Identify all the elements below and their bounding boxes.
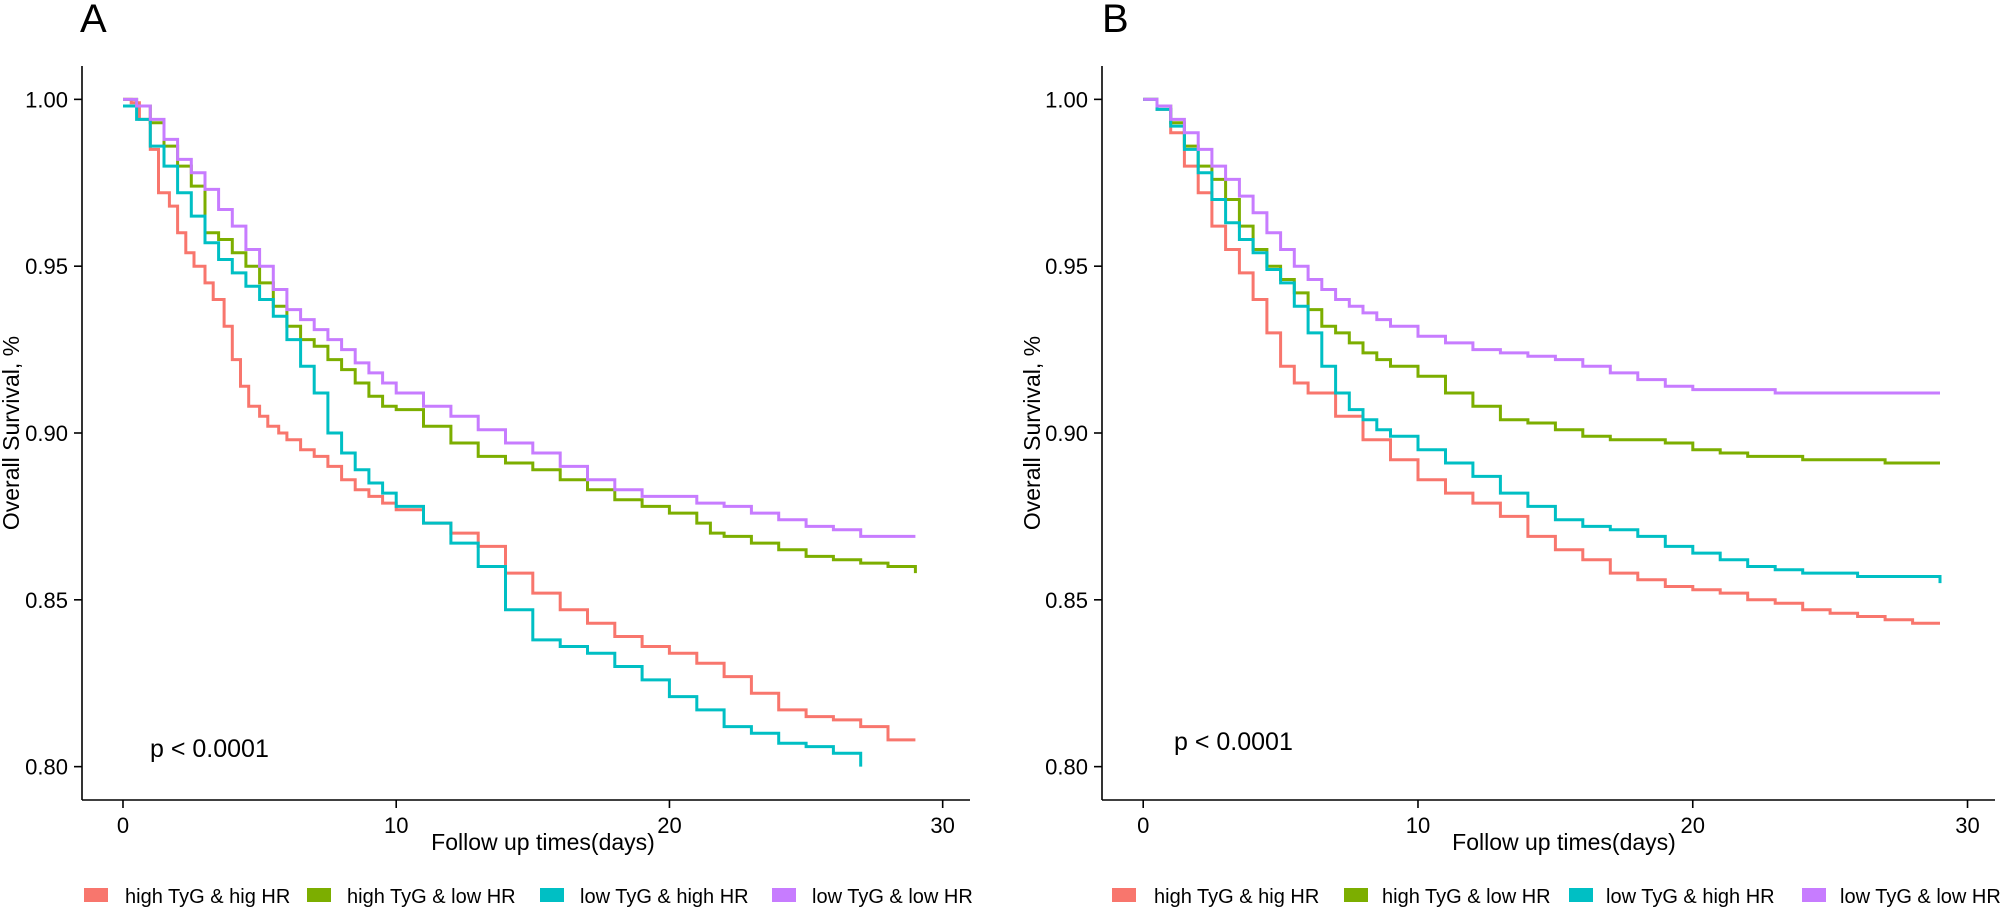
legend-swatch-low-tyg-low-hr (772, 888, 796, 902)
panel-b-x-title: Follow up times(days) (1452, 829, 1676, 855)
legend-swatch-high-tyg-high-hr (84, 888, 108, 902)
panel-b-y-title: Overall Survival, % (1019, 336, 1045, 530)
legend-swatch-high-tyg-low-hr (307, 888, 331, 902)
y-tick-label: 0.90 (25, 421, 68, 446)
y-tick-label: 0.85 (1045, 588, 1088, 613)
panel-b-legend: high TyG & hig HR high TyG & low HR low … (1112, 886, 2001, 908)
panel-a-y-title: Overall Survival, % (0, 336, 24, 530)
legend-label-high-tyg-low-hr: high TyG & low HR (1382, 886, 1551, 908)
series-line-low-tyg-high-hr (123, 104, 863, 767)
panel-b-p-value: p < 0.0001 (1174, 728, 1293, 756)
x-tick-label: 0 (117, 813, 129, 838)
panel-a-x-title: Follow up times(days) (431, 829, 655, 855)
legend-swatch-low-tyg-low-hr (1802, 888, 1826, 902)
x-tick-label: 30 (930, 813, 954, 838)
legend-label-low-tyg-high-hr: low TyG & high HR (1606, 886, 1775, 908)
legend-label-low-tyg-low-hr: low TyG & low HR (812, 886, 973, 908)
legend-swatch-high-tyg-high-hr (1112, 888, 1136, 902)
panel-a-p-value: p < 0.0001 (150, 735, 269, 763)
y-tick-label: 0.95 (1045, 254, 1088, 279)
series-line-low-tyg-high-hr (1143, 97, 1942, 584)
panel-a-legend: high TyG & hig HR high TyG & low HR low … (84, 886, 973, 908)
panel-b-ticks: 1.00 0.95 0.90 0.85 0.80 0 10 20 30 (1045, 87, 1980, 838)
legend-label-high-tyg-low-hr: high TyG & low HR (347, 886, 516, 908)
x-tick-label: 20 (1681, 813, 1705, 838)
x-tick-label: 10 (384, 813, 408, 838)
panel-a-curves (123, 97, 917, 767)
y-tick-label: 0.95 (25, 254, 68, 279)
series-line-low-tyg-low-hr (123, 97, 916, 538)
legend-label-low-tyg-high-hr: low TyG & high HR (580, 886, 749, 908)
panel-a-ticks: 1.00 0.95 0.90 0.85 0.80 0 10 20 30 (25, 87, 955, 838)
x-tick-label: 20 (657, 813, 681, 838)
legend-swatch-high-tyg-low-hr (1344, 888, 1368, 902)
series-line-high-tyg-low-hr (123, 97, 917, 574)
legend-label-high-tyg-high-hr: high TyG & hig HR (1154, 886, 1319, 908)
x-tick-label: 30 (1955, 813, 1979, 838)
series-line-low-tyg-low-hr (1143, 97, 1940, 395)
legend-label-low-tyg-low-hr: low TyG & low HR (1840, 886, 2001, 908)
x-tick-label: 0 (1137, 813, 1149, 838)
panel-a: A p < 0.0001 Follow up times(days) Overa… (0, 0, 973, 908)
legend-swatch-low-tyg-high-hr (540, 888, 564, 902)
series-line-high-tyg-low-hr (1143, 97, 1940, 465)
panel-b: B p < 0.0001 Follow up times(days) Overa… (1019, 0, 2001, 908)
y-tick-label: 0.85 (25, 588, 68, 613)
y-tick-label: 1.00 (1045, 87, 1088, 112)
series-line-high-tyg-hig-hr (1143, 97, 1940, 625)
panel-b-curves (1143, 97, 1942, 625)
series-line-high-tyg-hig-hr (123, 97, 916, 742)
panel-b-label: B (1102, 0, 1129, 41)
y-tick-label: 0.80 (25, 755, 68, 780)
y-tick-label: 1.00 (25, 87, 68, 112)
legend-swatch-low-tyg-high-hr (1569, 888, 1593, 902)
legend-label-high-tyg-high-hr: high TyG & hig HR (125, 886, 290, 908)
panel-a-label: A (80, 0, 107, 41)
y-tick-label: 0.80 (1045, 755, 1088, 780)
y-tick-label: 0.90 (1045, 421, 1088, 446)
x-tick-label: 10 (1406, 813, 1430, 838)
